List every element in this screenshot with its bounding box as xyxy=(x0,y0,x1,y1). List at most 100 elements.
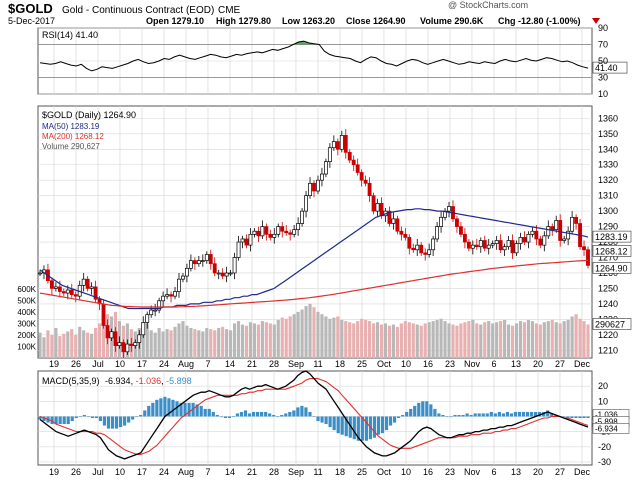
volume-bar xyxy=(197,330,201,358)
macd-histogram-bar xyxy=(264,411,268,417)
candle-body xyxy=(153,309,158,312)
volume-bar xyxy=(38,332,42,358)
macd-histogram-bar xyxy=(199,405,203,417)
candle-body xyxy=(280,226,285,232)
candle-body xyxy=(133,342,138,346)
macd-histogram-bar xyxy=(513,411,518,417)
macd-histogram-bar xyxy=(562,416,566,418)
volume-bar xyxy=(451,324,455,358)
macd-histogram-bar xyxy=(505,411,510,417)
macd-histogram-bar xyxy=(195,404,199,417)
volume-bar xyxy=(487,321,491,358)
volume-bar xyxy=(304,306,308,358)
candle-body xyxy=(339,135,344,150)
volume-bar xyxy=(165,329,169,358)
x-tick-label-lower: 28 xyxy=(269,467,279,477)
macd-histogram-bar xyxy=(348,416,352,438)
macd-histogram-bar xyxy=(509,413,514,417)
instrument-name: Gold - Continuous Contract (EOD) xyxy=(62,5,214,16)
volume-bar xyxy=(149,330,153,358)
macd-histogram-bar xyxy=(90,416,94,418)
macd-title-hist: -5.898 xyxy=(166,376,192,386)
volume-bar xyxy=(371,323,376,358)
x-tick-label-lower: 20 xyxy=(533,467,543,477)
macd-histogram-bar xyxy=(481,413,485,417)
volume-bar xyxy=(97,323,102,358)
quote-date: 5-Dec-2017 xyxy=(8,16,55,26)
candle-body xyxy=(582,246,586,251)
candle-body xyxy=(411,247,416,251)
macd-histogram-bar xyxy=(534,411,538,417)
candle-body xyxy=(272,233,277,238)
candle-body xyxy=(304,195,308,212)
macd-histogram-bar xyxy=(328,416,332,428)
candle-body xyxy=(474,244,479,248)
candle-body xyxy=(439,216,443,227)
ma200-last-label-box xyxy=(592,245,632,257)
macd-histogram-bar xyxy=(260,411,264,417)
x-tick-label-lower: 13 xyxy=(511,467,521,477)
volume-bar xyxy=(443,321,447,358)
x-tick-label-upper: Nov xyxy=(464,359,481,369)
candle-body xyxy=(320,173,324,181)
candle-body xyxy=(419,244,424,254)
candle-body xyxy=(284,230,289,234)
chart-header: $GOLD Gold - Continuous Contract (EOD) C… xyxy=(8,0,600,26)
volume-bar xyxy=(70,329,74,358)
ma200-line xyxy=(39,259,589,308)
candle-body xyxy=(137,334,142,343)
volume-bar xyxy=(292,314,296,358)
candle-body xyxy=(379,203,384,217)
candle-body xyxy=(415,244,420,251)
volume-last-label-box xyxy=(592,318,632,330)
candle-body xyxy=(490,243,495,246)
volume-bar xyxy=(383,323,388,358)
volume-bar xyxy=(46,330,50,358)
candle-body xyxy=(522,237,527,243)
macd-signal-last-label: -5.898 xyxy=(595,417,618,426)
macd-histogram-bar xyxy=(477,413,481,417)
volume-bar xyxy=(435,319,439,358)
x-tick-label-lower: 23 xyxy=(445,467,455,477)
macd-histogram-bar xyxy=(409,408,413,417)
macd-histogram-bar xyxy=(566,416,570,418)
macd-histogram-bar xyxy=(159,398,163,417)
volume-bar xyxy=(558,323,562,358)
symbol: $GOLD xyxy=(8,1,53,16)
volume-tick-label: 300K xyxy=(17,319,36,328)
volume-bar xyxy=(491,323,495,358)
candle-body xyxy=(185,267,189,277)
volume-bar xyxy=(54,328,58,358)
volume-bar xyxy=(510,325,515,358)
x-tick-label-upper: 16 xyxy=(423,359,433,369)
price-tick-label: 1290 xyxy=(598,222,618,232)
candle-body xyxy=(228,272,233,275)
volume-bar xyxy=(471,319,475,358)
price-tick-label: 1330 xyxy=(598,160,618,170)
macd-histogram-bar xyxy=(155,399,159,417)
volume-bar xyxy=(495,322,499,358)
x-tick-label-lower: 19 xyxy=(49,467,59,477)
macd-histogram-bar xyxy=(66,416,70,425)
volume-tick-label: 600K xyxy=(17,285,36,294)
candle-body xyxy=(113,331,118,346)
macd-histogram-bar xyxy=(139,414,143,417)
candle-body xyxy=(125,343,130,353)
candle-body xyxy=(371,195,376,212)
candle-body xyxy=(574,216,579,224)
volume-bar xyxy=(423,323,427,358)
x-tick-label-lower: 11 xyxy=(313,467,322,477)
macd-histogram-bar xyxy=(485,413,489,417)
volume-bar xyxy=(407,322,411,358)
macd-layer xyxy=(38,370,592,463)
volume-tick-label: 400K xyxy=(17,308,36,317)
candle-body xyxy=(391,218,396,224)
candle-body xyxy=(562,238,567,241)
macd-histogram-bar xyxy=(388,416,393,426)
x-tick-label-upper: 17 xyxy=(137,359,147,369)
macd-panel xyxy=(37,370,593,466)
x-tick-label-upper: 20 xyxy=(533,359,543,369)
macd-hist-last-label: -1.036 xyxy=(595,410,618,419)
candle-body xyxy=(224,272,229,277)
x-tick-label-lower: 6 xyxy=(491,467,496,477)
